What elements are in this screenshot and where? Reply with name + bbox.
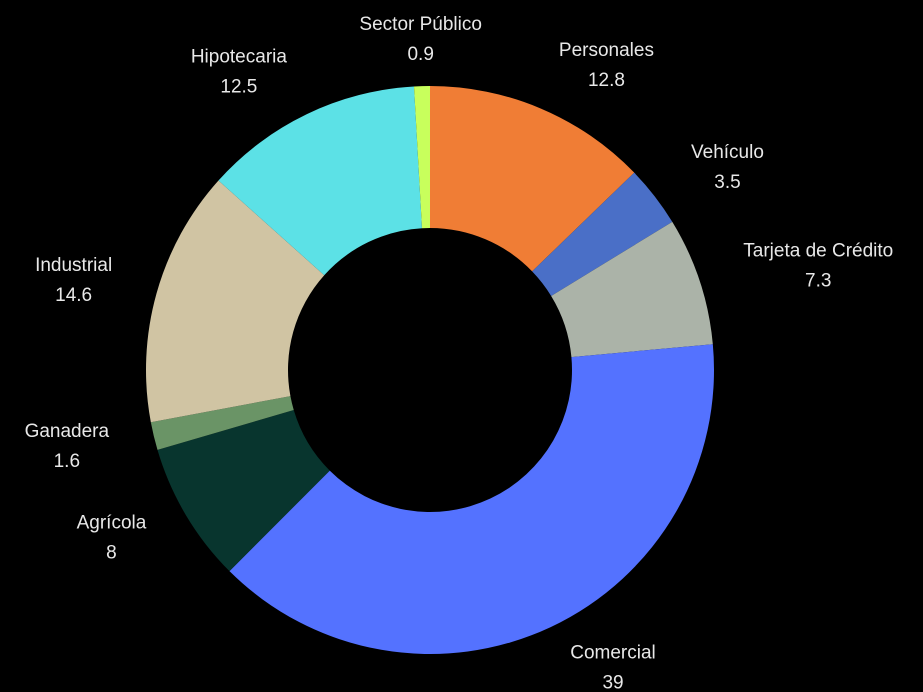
slice-label: Industrial xyxy=(35,255,112,276)
slice-value: 12.5 xyxy=(220,77,257,98)
slice-value: 0.9 xyxy=(407,44,433,65)
donut-slice xyxy=(146,180,325,423)
slice-value: 39 xyxy=(602,673,623,692)
slice-value: 12.8 xyxy=(588,70,625,91)
slice-value: 8 xyxy=(106,543,117,564)
slice-label: Hipotecaria xyxy=(191,47,288,68)
slice-value: 3.5 xyxy=(714,172,740,193)
slice-label: Ganadera xyxy=(25,421,110,442)
donut-slice xyxy=(532,172,673,296)
slice-label: Agrícola xyxy=(77,513,147,534)
donut-slice xyxy=(551,221,713,358)
donut-slice xyxy=(413,86,430,229)
slice-label: Comercial xyxy=(570,643,656,664)
slice-label: Personales xyxy=(559,40,654,61)
donut-slice xyxy=(150,396,294,450)
slice-label: Tarjeta de Crédito xyxy=(743,240,893,261)
slice-label: Vehículo xyxy=(691,142,764,163)
donut-slice xyxy=(430,86,635,272)
donut-slice xyxy=(218,86,422,276)
slice-value: 14.6 xyxy=(55,285,92,306)
slice-label: Sector Público xyxy=(359,14,482,35)
slice-value: 7.3 xyxy=(805,270,831,291)
slice-value: 1.6 xyxy=(54,451,80,472)
donut-slice xyxy=(157,409,330,572)
donut-slice xyxy=(229,344,714,654)
